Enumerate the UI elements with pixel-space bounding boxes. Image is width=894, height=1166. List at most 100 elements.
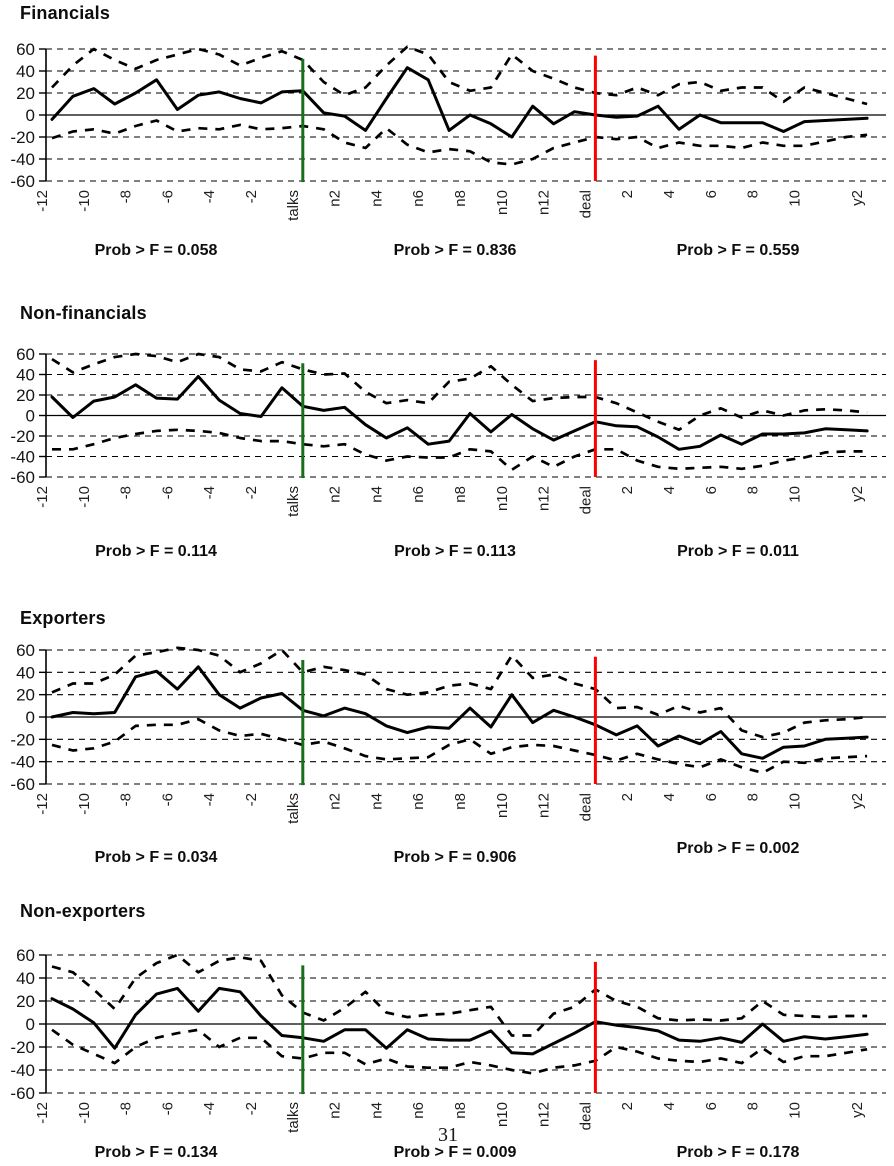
y-axis-tick-label: -60 (10, 775, 35, 794)
y-axis-tick-label: 60 (16, 40, 35, 59)
x-axis-tick-label: talks (285, 1102, 302, 1133)
x-axis-tick-label: deal (577, 190, 594, 218)
x-axis-tick-label: n2 (327, 793, 344, 810)
y-axis-tick-label: 20 (16, 992, 35, 1011)
x-axis-tick-label: -4 (201, 486, 218, 499)
x-axis-tick-label: talks (285, 793, 302, 824)
x-axis-tick-label: n8 (452, 190, 469, 207)
x-axis-tick-label: -12 (34, 190, 51, 212)
y-axis-tick-label: 0 (26, 106, 35, 125)
x-axis-tick-label: 6 (703, 486, 720, 494)
x-axis-tick-label: -8 (118, 1102, 135, 1115)
x-axis-tick-label: -6 (159, 1102, 176, 1115)
x-axis-tick-label: -10 (76, 793, 93, 815)
x-axis-tick-label: n6 (410, 1102, 427, 1119)
x-axis-tick-label: 8 (745, 190, 762, 198)
y-axis-tick-label: 20 (16, 386, 35, 405)
upper-confidence-band (51, 45, 868, 106)
x-axis-tick-label: -10 (76, 1102, 93, 1124)
prob-label-post-deal: Prob > F = 0.011 (677, 543, 799, 560)
x-axis-tick-label: 8 (745, 486, 762, 494)
x-axis-tick-label: y2 (849, 190, 866, 206)
page-number: 31 (438, 1124, 458, 1146)
x-axis-tick-label: 2 (619, 190, 636, 198)
y-axis-tick-label: 0 (26, 407, 35, 426)
x-axis-tick-label: n4 (368, 1102, 385, 1119)
y-axis-tick-label: 60 (16, 641, 35, 660)
x-axis-tick-label: deal (577, 793, 594, 821)
x-axis-tick-label: n4 (368, 190, 385, 207)
x-axis-tick-label: n8 (452, 793, 469, 810)
lower-confidence-band (51, 717, 868, 775)
x-axis-tick-label: n4 (368, 486, 385, 503)
x-axis-tick-label: deal (577, 486, 594, 514)
upper-confidence-band (51, 646, 868, 739)
chart-title: Non-financials (20, 303, 147, 323)
x-axis-tick-label: n12 (536, 793, 553, 818)
mean-car-line (50, 665, 869, 760)
upper-confidence-band (51, 953, 868, 1037)
x-axis-tick-label: n6 (410, 190, 427, 207)
prob-label-talks-deal: Prob > F = 0.113 (394, 543, 516, 560)
x-axis-tick-label: -4 (201, 793, 218, 806)
mean-car-line (50, 986, 869, 1056)
x-axis-tick-label: 2 (619, 1102, 636, 1110)
x-axis-tick-label: 4 (661, 1102, 678, 1110)
x-axis-tick-label: y2 (849, 486, 866, 502)
y-axis-tick-label: -20 (10, 128, 35, 147)
upper-confidence-band (51, 352, 868, 432)
x-axis-tick-label: n10 (494, 1102, 511, 1127)
y-axis-tick-label: 40 (16, 663, 35, 682)
x-axis-tick-label: -10 (76, 190, 93, 212)
x-axis-tick-label: -2 (243, 486, 260, 499)
x-axis-tick-label: n2 (327, 1102, 344, 1119)
y-axis-tick-label: -20 (10, 730, 35, 749)
y-axis-tick-label: 20 (16, 84, 35, 103)
y-axis-tick-label: 0 (26, 708, 35, 727)
x-axis-tick-label: -2 (243, 190, 260, 203)
x-axis-tick-label: -12 (34, 1102, 51, 1124)
car-chart-non-exporters: 60 40 20 0 -20 -40 -60 -12 -10 -8 -6 -4 -2 talks n2 n4 n… (0, 945, 894, 1156)
x-axis-tick-label: 4 (661, 486, 678, 494)
x-axis-tick-label: 2 (619, 486, 636, 494)
y-axis-tick-label: -40 (10, 753, 35, 772)
x-axis-tick-label: 8 (745, 1102, 762, 1110)
y-axis-tick-label: 0 (26, 1015, 35, 1034)
x-axis-tick-label: -12 (34, 793, 51, 815)
chart-title: Exporters (20, 608, 106, 628)
x-axis-tick-label: -6 (159, 793, 176, 806)
x-axis-tick-label: talks (285, 486, 302, 517)
prob-label-talks-deal: Prob > F = 0.906 (393, 849, 517, 866)
prob-label-talks-deal: Prob > F = 0.009 (393, 1144, 517, 1161)
y-axis-tick-label: 40 (16, 62, 35, 81)
chart-title: Non-exporters (20, 901, 146, 921)
y-axis-tick-label: -40 (10, 1061, 35, 1080)
mean-car-line (50, 375, 869, 451)
x-axis-tick-label: n8 (452, 1102, 469, 1119)
car-chart-financials: 60 40 20 0 -20 -40 -60 -12 -10 -8 -6 -4 -2 talks n2 n4 n… (0, 39, 894, 244)
prob-label-post-deal: Prob > F = 0.178 (676, 1144, 800, 1161)
x-axis-tick-label: -8 (118, 486, 135, 499)
prob-row: Prob > F = 0.114 Prob > F = 0.113 Prob >… (0, 543, 894, 563)
prob-label-post-deal: Prob > F = 0.559 (676, 242, 800, 259)
x-axis-tick-label: y2 (849, 1102, 866, 1118)
mean-car-line (50, 66, 869, 139)
x-axis-tick-label: 6 (703, 793, 720, 801)
y-axis-tick-label: -40 (10, 448, 35, 467)
lower-confidence-band (51, 119, 868, 166)
x-axis-tick-label: -4 (201, 190, 218, 203)
x-axis-tick-label: -8 (118, 793, 135, 806)
x-axis-tick-label: -2 (243, 793, 260, 806)
y-axis-tick-label: -60 (10, 172, 35, 191)
car-chart-non-financials: 60 40 20 0 -20 -40 -60 -12 -10 -8 -6 -4 -2 talks n2 n4 n… (0, 344, 894, 540)
x-axis-tick-label: y2 (849, 793, 866, 809)
x-axis-tick-label: deal (577, 1102, 594, 1130)
y-axis-tick-label: 60 (16, 946, 35, 965)
x-axis-tick-label: 6 (703, 190, 720, 198)
x-axis-tick-label: n8 (452, 486, 469, 503)
y-axis-tick-label: 20 (16, 686, 35, 705)
prob-row: Prob > F = 0.034 Prob > F = 0.906 Prob >… (0, 840, 894, 869)
x-axis-tick-label: -6 (159, 486, 176, 499)
y-axis-tick-label: -60 (10, 1084, 35, 1103)
x-axis-tick-label: -12 (34, 486, 51, 508)
